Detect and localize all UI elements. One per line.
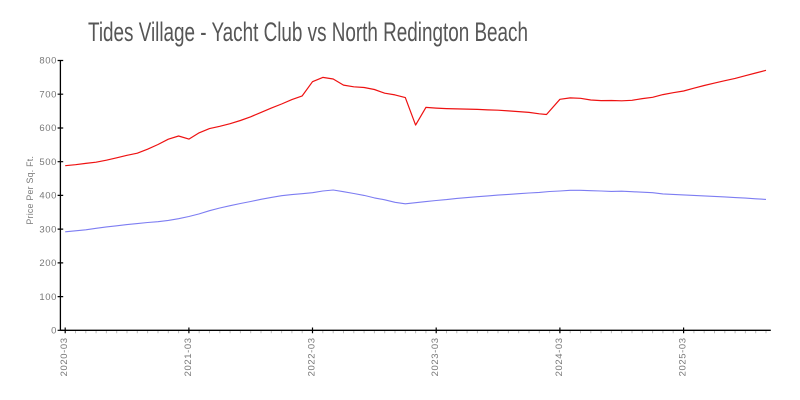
svg-text:Tides Village - Yacht Club vs: Tides Village - Yacht Club vs North Redi… [88,17,528,47]
svg-text:500: 500 [39,157,57,168]
svg-text:400: 400 [39,191,57,202]
svg-text:200: 200 [39,258,57,269]
svg-text:600: 600 [39,123,57,134]
svg-text:800: 800 [39,56,57,67]
svg-text:0: 0 [51,326,57,337]
svg-text:2021-03: 2021-03 [183,337,194,376]
svg-text:Price Per Sq. Ft.: Price Per Sq. Ft. [25,156,35,225]
svg-text:100: 100 [39,292,57,303]
svg-text:700: 700 [39,89,57,100]
svg-text:2023-03: 2023-03 [430,337,441,376]
svg-text:300: 300 [39,224,57,235]
svg-text:2025-03: 2025-03 [678,337,689,376]
svg-text:2024-03: 2024-03 [554,337,565,376]
svg-text:2020-03: 2020-03 [59,337,70,376]
svg-text:2022-03: 2022-03 [307,337,318,376]
